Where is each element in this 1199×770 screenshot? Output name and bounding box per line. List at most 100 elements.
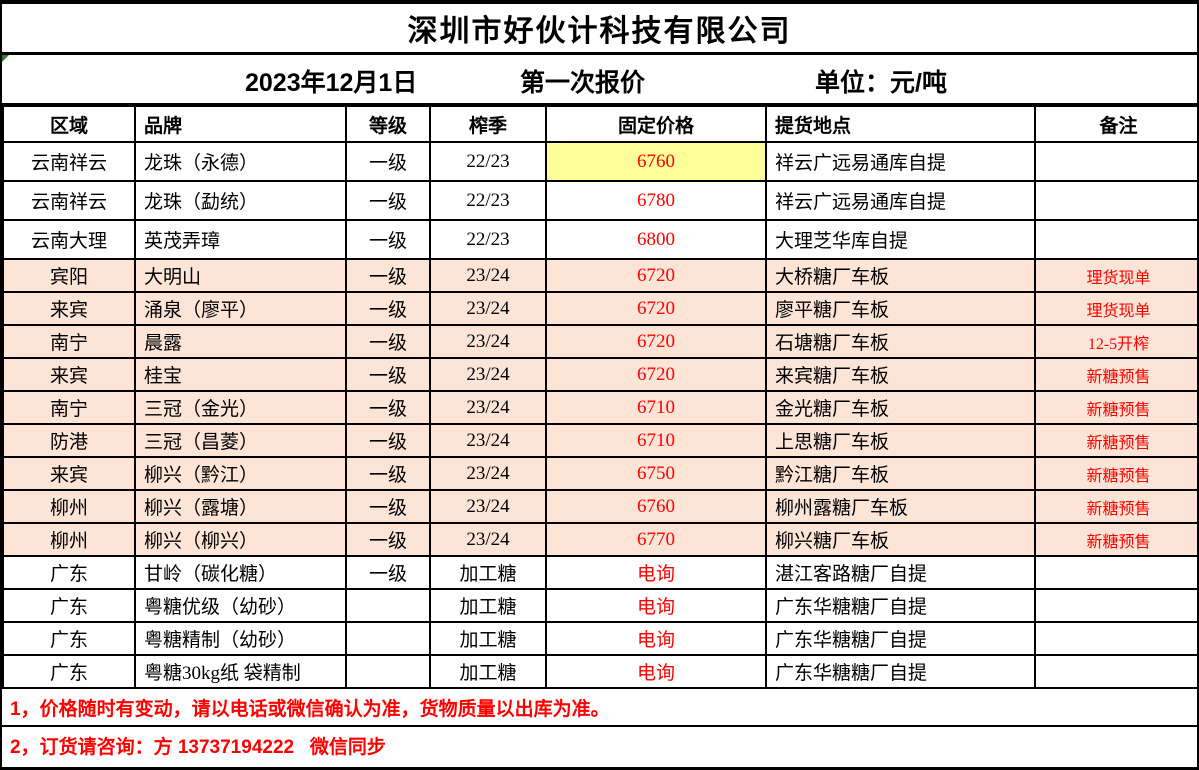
table-row: 广东 粤糖优级（幼砂） 加工糖 电询 广东华糖糖厂自提 — [2, 588, 1197, 623]
cell-grade: 一级 — [345, 489, 431, 524]
cell-brand: 粤糖30kg纸 袋精制 — [134, 654, 347, 689]
cell-region: 广东 — [2, 555, 136, 590]
cell-price: 电询 — [545, 588, 767, 623]
price-unit-label: 单位：元/吨 — [815, 69, 947, 97]
cell-remark: 理货现单 — [1034, 291, 1197, 326]
col-header-price: 固定价格 — [545, 105, 767, 143]
table-body: 云南祥云 龙珠（永德） 一级 22/23 6760 祥云广远易通库自提 云南祥云… — [2, 141, 1197, 689]
cell-region: 宾阳 — [2, 258, 136, 293]
cell-pickup: 金光糖厂车板 — [765, 390, 1036, 425]
cell-remark: 新糖预售 — [1034, 357, 1197, 392]
cell-pickup: 柳兴糖厂车板 — [765, 522, 1036, 557]
table-row: 广东 粤糖精制（幼砂） 加工糖 电询 广东华糖糖厂自提 — [2, 621, 1197, 656]
table-row: 来宾 涌泉（廖平） 一级 23/24 6720 廖平糖厂车板 理货现单 — [2, 291, 1197, 326]
cell-grade — [345, 621, 431, 656]
cell-season: 加工糖 — [429, 621, 547, 656]
cell-price: 6720 — [545, 291, 767, 326]
cell-remark — [1034, 588, 1197, 623]
cell-brand: 大明山 — [134, 258, 347, 293]
cell-season: 23/24 — [429, 456, 547, 491]
table-row: 来宾 桂宝 一级 23/24 6720 来宾糖厂车板 新糖预售 — [2, 357, 1197, 392]
company-title: 深圳市好伙计科技有限公司 — [407, 15, 792, 48]
cell-pickup: 上思糖厂车板 — [765, 423, 1036, 458]
cell-grade: 一级 — [345, 291, 431, 326]
cell-season: 23/24 — [429, 258, 547, 293]
cell-grade: 一级 — [345, 522, 431, 557]
cell-price: 6770 — [545, 522, 767, 557]
cell-region: 广东 — [2, 588, 136, 623]
cell-pickup: 祥云广远易通库自提 — [765, 141, 1036, 182]
cell-region: 南宁 — [2, 324, 136, 359]
cell-pickup: 大桥糖厂车板 — [765, 258, 1036, 293]
col-header-region: 区域 — [2, 105, 136, 143]
cell-grade — [345, 654, 431, 689]
cell-season: 加工糖 — [429, 588, 547, 623]
cell-season: 23/24 — [429, 324, 547, 359]
cell-region: 柳州 — [2, 489, 136, 524]
table-row: 广东 甘岭（碳化糖） 一级 加工糖 电询 湛江客路糖厂自提 — [2, 555, 1197, 590]
cell-region: 南宁 — [2, 390, 136, 425]
cell-season: 23/24 — [429, 390, 547, 425]
cell-remark — [1034, 141, 1197, 182]
cell-brand: 晨露 — [134, 324, 347, 359]
sheet-subtitle-row: 2023年12月1日 第一次报价 单位：元/吨 — [2, 55, 1197, 105]
cell-brand: 柳兴（露塘） — [134, 489, 347, 524]
col-header-pickup: 提货地点 — [765, 105, 1036, 143]
cell-remark: 新糖预售 — [1034, 522, 1197, 557]
cell-season: 加工糖 — [429, 555, 547, 590]
cell-season: 23/24 — [429, 357, 547, 392]
cell-pickup: 祥云广远易通库自提 — [765, 180, 1036, 221]
cell-price: 6720 — [545, 357, 767, 392]
cell-brand: 龙珠（永德） — [134, 141, 347, 182]
table-row: 柳州 柳兴（柳兴） 一级 23/24 6770 柳兴糖厂车板 新糖预售 — [2, 522, 1197, 557]
cell-pickup: 廖平糖厂车板 — [765, 291, 1036, 326]
cell-price: 6780 — [545, 180, 767, 221]
cell-price: 电询 — [545, 654, 767, 689]
col-header-brand: 品牌 — [134, 105, 347, 143]
table-row: 来宾 柳兴（黔江） 一级 23/24 6750 黔江糖厂车板 新糖预售 — [2, 456, 1197, 491]
cell-price: 6720 — [545, 258, 767, 293]
note-price-change: 1，价格随时有变动，请以电话或微信确认为准，货物质量以出库为准。 — [2, 689, 1197, 727]
table-row: 防港 三冠（昌菱） 一级 23/24 6710 上思糖厂车板 新糖预售 — [2, 423, 1197, 458]
cell-pickup: 广东华糖糖厂自提 — [765, 654, 1036, 689]
cell-price: 6760 — [545, 489, 767, 524]
cell-brand: 英茂弄璋 — [134, 219, 347, 260]
cell-remark — [1034, 621, 1197, 656]
cell-region: 广东 — [2, 621, 136, 656]
header-row: 区域 品牌 等级 榨季 固定价格 提货地点 备注 — [2, 105, 1197, 143]
cell-region: 防港 — [2, 423, 136, 458]
cell-brand: 粤糖精制（幼砂） — [134, 621, 347, 656]
cell-price: 6800 — [545, 219, 767, 260]
cell-brand: 三冠（昌菱） — [134, 423, 347, 458]
cell-brand: 三冠（金光） — [134, 390, 347, 425]
table-row: 柳州 柳兴（露塘） 一级 23/24 6760 柳州露糖厂车板 新糖预售 — [2, 489, 1197, 524]
cell-price: 电询 — [545, 555, 767, 590]
cell-pickup: 湛江客路糖厂自提 — [765, 555, 1036, 590]
quote-round-label: 第一次报价 — [520, 69, 646, 97]
col-header-grade: 等级 — [345, 105, 431, 143]
cell-pickup: 柳州露糖厂车板 — [765, 489, 1036, 524]
cell-region: 柳州 — [2, 522, 136, 557]
cell-season: 23/24 — [429, 522, 547, 557]
cell-remark: 新糖预售 — [1034, 456, 1197, 491]
table-row: 广东 粤糖30kg纸 袋精制 加工糖 电询 广东华糖糖厂自提 — [2, 654, 1197, 689]
cell-region: 来宾 — [2, 456, 136, 491]
cell-grade — [345, 588, 431, 623]
cell-brand: 粤糖优级（幼砂） — [134, 588, 347, 623]
sheet-title-row: 深圳市好伙计科技有限公司 — [2, 4, 1197, 55]
cell-season: 22/23 — [429, 141, 547, 182]
cell-remark: 12-5开榨 — [1034, 324, 1197, 359]
cell-grade: 一级 — [345, 456, 431, 491]
table-row: 南宁 晨露 一级 23/24 6720 石塘糖厂车板 12-5开榨 — [2, 324, 1197, 359]
table-row: 云南大理 英茂弄璋 一级 22/23 6800 大理芝华库自提 — [2, 219, 1197, 260]
cell-grade: 一级 — [345, 357, 431, 392]
table-row: 云南祥云 龙珠（勐统） 一级 22/23 6780 祥云广远易通库自提 — [2, 180, 1197, 221]
cell-price: 6750 — [545, 456, 767, 491]
cell-pickup: 石塘糖厂车板 — [765, 324, 1036, 359]
cell-remark — [1034, 180, 1197, 221]
cell-pickup: 来宾糖厂车板 — [765, 357, 1036, 392]
cell-remark: 新糖预售 — [1034, 489, 1197, 524]
cell-remark — [1034, 654, 1197, 689]
quote-date: 2023年12月1日 — [245, 69, 418, 97]
cell-pickup: 广东华糖糖厂自提 — [765, 621, 1036, 656]
